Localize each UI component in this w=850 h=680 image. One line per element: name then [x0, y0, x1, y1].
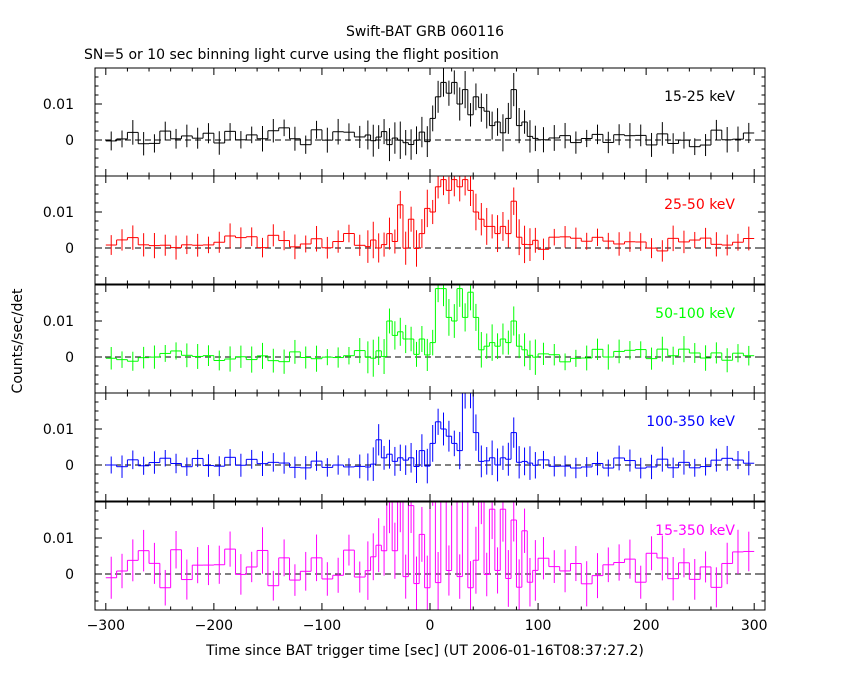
y-tick-label: 0 [65, 567, 74, 583]
band-label: 50-100 keV [655, 306, 735, 322]
band-label: 15-25 keV [664, 89, 735, 105]
y-tick-label: 0.01 [43, 422, 74, 438]
data-series-4 [95, 393, 765, 484]
y-axis-label: Counts/sec/det [10, 288, 26, 393]
y-tick-label: 0 [65, 458, 74, 474]
x-tick-labels: −300 −200 −100 0 100 200 300 [87, 618, 768, 634]
band-label: 100-350 keV [646, 414, 735, 430]
band-label: 15-350 keV [655, 523, 735, 539]
y-tick-label: 0.01 [43, 531, 74, 547]
x-tick-label: 100 [525, 618, 552, 634]
panel-2: 0.01 0 25-50 keV [43, 175, 766, 285]
y-tick-label: 0 [65, 241, 74, 257]
data-series-3 [95, 285, 765, 377]
data-series-2 [95, 176, 765, 267]
y-tick-label: 0.01 [43, 314, 74, 330]
x-tick-label: 0 [426, 618, 435, 634]
x-tick-label: 200 [633, 618, 660, 634]
panel-4: 0.01 0 100-350 keV [43, 392, 766, 502]
panels: 0.01 0 15-25 keV 0.01 0 25-50 keV 0.01 0 50-100 … [43, 67, 766, 611]
panel-3: 0.01 0 50-100 keV [43, 284, 766, 394]
data-series-5 [95, 502, 765, 610]
x-tick-label: −300 [87, 618, 125, 634]
chart-title: Swift-BAT GRB 060116 [346, 24, 504, 40]
y-tick-label: 0 [65, 133, 74, 149]
x-tick-label: −100 [303, 618, 341, 634]
panel-frame [94, 284, 766, 394]
data-series-1 [95, 68, 765, 162]
y-tick-label: 0 [65, 350, 74, 366]
panel-frame [94, 175, 766, 285]
chart-subtitle: SN=5 or 10 sec binning light curve using… [84, 47, 499, 63]
x-axis-label: Time since BAT trigger time [sec] (UT 20… [205, 643, 644, 659]
x-tick-label: −200 [195, 618, 233, 634]
x-tick-label: 300 [741, 618, 768, 634]
panel-1: 0.01 0 15-25 keV [43, 67, 766, 177]
y-tick-label: 0.01 [43, 97, 74, 113]
y-tick-label: 0.01 [43, 205, 74, 221]
band-label: 25-50 keV [664, 197, 735, 213]
panel-5: 0.01 0 15-350 keV [43, 501, 766, 611]
